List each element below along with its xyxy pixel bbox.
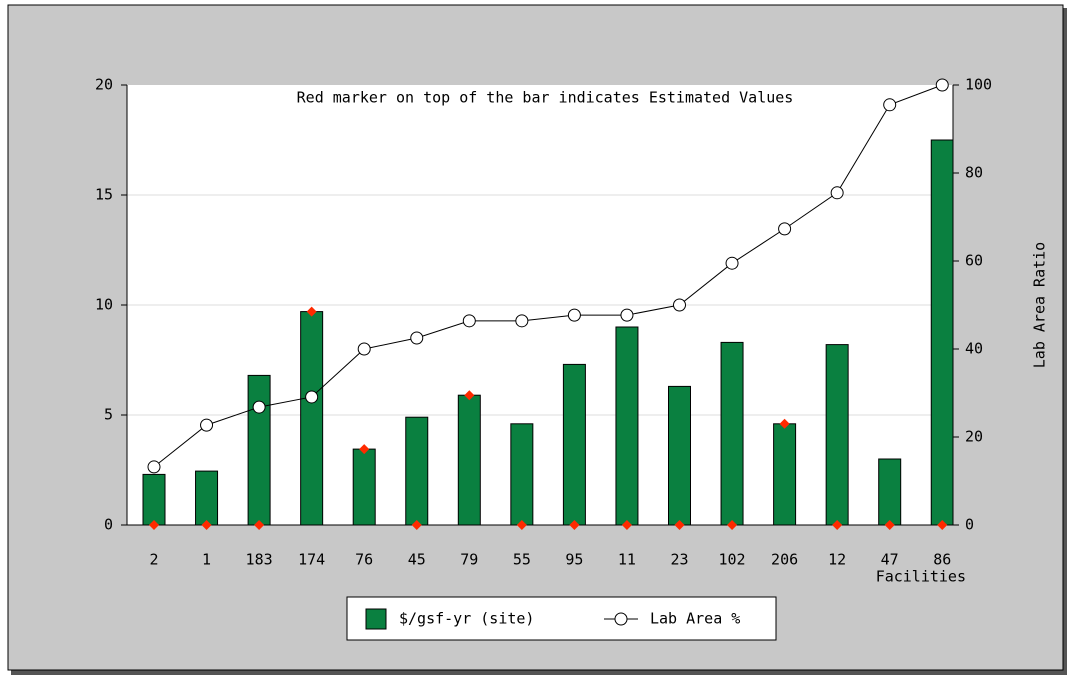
- bar: [773, 423, 797, 526]
- line-marker: [830, 186, 844, 200]
- x-tick-label: 76: [355, 551, 373, 569]
- line-marker: [410, 331, 424, 345]
- x-tick-label: 183: [246, 551, 273, 569]
- x-tick-label: 12: [828, 551, 846, 569]
- y-tick-label: 5: [104, 406, 113, 424]
- estimate-marker: [464, 390, 475, 401]
- bar: [195, 470, 219, 526]
- x-tick-label: 23: [670, 551, 688, 569]
- line: [153, 84, 943, 468]
- x-tick-label: 2: [149, 551, 158, 569]
- y2-tick-label: 0: [965, 516, 974, 534]
- x-tick-label: 102: [719, 551, 746, 569]
- bar: [825, 344, 849, 526]
- bar: [405, 416, 429, 526]
- line-marker: [567, 308, 581, 322]
- estimate-marker: [779, 418, 790, 429]
- x-axis-label: Facilities: [876, 568, 966, 586]
- line-marker: [778, 222, 792, 236]
- estimate-marker: [306, 306, 317, 317]
- bar: [510, 423, 534, 526]
- y-tick-label: 10: [95, 296, 113, 314]
- line-marker: [305, 390, 319, 404]
- line-marker: [620, 308, 634, 322]
- line-marker: [147, 460, 161, 474]
- bar: [930, 139, 954, 526]
- legend-label: Lab Area %: [650, 610, 740, 628]
- bar: [247, 374, 271, 526]
- estimate-marker: [832, 520, 843, 530]
- x-tick-label: 79: [460, 551, 478, 569]
- line-marker: [200, 418, 214, 432]
- line-marker: [725, 256, 739, 270]
- estimate-marker: [674, 520, 685, 530]
- x-tick-label: 47: [881, 551, 899, 569]
- line-marker: [515, 314, 529, 328]
- bar: [615, 326, 639, 526]
- estimate-marker: [937, 520, 948, 530]
- line-marker: [935, 78, 949, 92]
- line-marker: [673, 298, 686, 312]
- y2-tick-label: 100: [965, 76, 992, 94]
- y2-tick-label: 20: [965, 428, 983, 446]
- estimate-marker: [411, 520, 422, 530]
- legend-marker: [614, 612, 628, 626]
- bar: [300, 311, 324, 526]
- estimate-marker: [621, 520, 632, 530]
- estimate-marker: [884, 520, 895, 530]
- y2-tick-label: 40: [965, 340, 983, 358]
- estimate-marker: [516, 520, 527, 530]
- bar: [668, 385, 691, 526]
- y2-axis-label: Lab Area Ratio: [1031, 242, 1049, 368]
- line-marker: [252, 400, 266, 414]
- bar: [878, 458, 902, 526]
- legend-label: $/gsf-yr (site): [399, 610, 534, 628]
- y-tick-label: 20: [95, 76, 113, 94]
- y2-tick-label: 80: [965, 164, 983, 182]
- x-tick-label: 11: [618, 551, 636, 569]
- line-marker: [883, 98, 897, 112]
- x-tick-label: 95: [565, 551, 583, 569]
- y2-tick-label: 60: [965, 252, 983, 270]
- estimate-marker: [569, 520, 580, 530]
- y-tick-label: 15: [95, 186, 113, 204]
- x-tick-label: 86: [933, 551, 951, 569]
- bar: [142, 473, 166, 526]
- x-tick-label: 45: [408, 551, 426, 569]
- x-tick-label: 55: [513, 551, 531, 569]
- bar: [352, 448, 376, 526]
- bar: [457, 394, 481, 526]
- line-marker: [462, 314, 476, 328]
- estimate-marker: [254, 520, 265, 530]
- annotation: Red marker on top of the bar indicates E…: [297, 89, 794, 107]
- legend: [346, 596, 777, 641]
- estimate-marker: [727, 520, 738, 530]
- line-marker: [357, 342, 371, 356]
- x-tick-label: 1: [202, 551, 211, 569]
- x-tick-label: 206: [771, 551, 798, 569]
- estimate-marker: [359, 444, 370, 455]
- x-tick-label: 174: [298, 551, 325, 569]
- y-tick-label: 0: [104, 516, 113, 534]
- legend-swatch: [365, 608, 387, 630]
- estimate-marker: [149, 520, 159, 530]
- estimate-marker: [201, 520, 212, 530]
- bar: [562, 363, 586, 526]
- bar: [720, 341, 744, 526]
